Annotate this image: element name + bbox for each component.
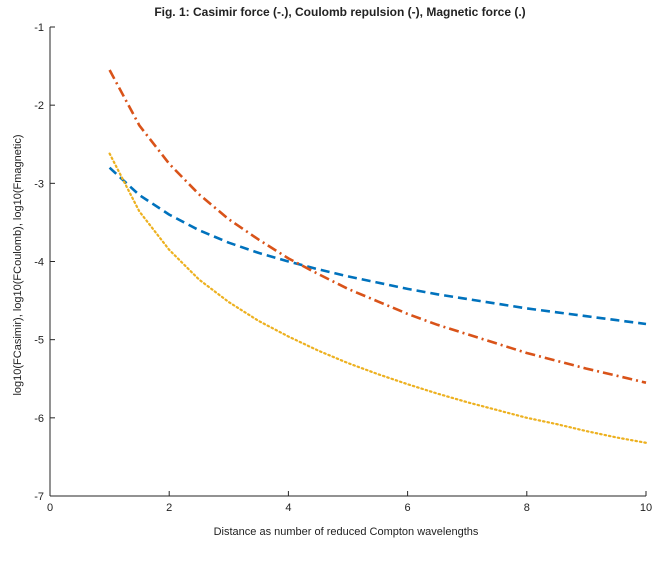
series-layer bbox=[108, 69, 648, 444]
x-tick-label: 2 bbox=[166, 502, 172, 514]
axes-layer: 0 2 4 6 8 10 -7 -6 -5 -4 -3 -2 -1 bbox=[34, 22, 652, 514]
chart-title: Fig. 1: Casimir force (-.), Coulomb repu… bbox=[154, 5, 525, 19]
y-tick-label: -2 bbox=[34, 100, 44, 112]
y-tick-label: -6 bbox=[34, 413, 44, 425]
y-tick-label: -7 bbox=[34, 491, 44, 503]
plot-background bbox=[50, 27, 646, 496]
y-tick-label: -3 bbox=[34, 178, 44, 190]
y-axis-label: log10(FCasimir), log10(FCoulomb), log10(… bbox=[12, 134, 24, 395]
x-tick-label: 0 bbox=[47, 502, 53, 514]
x-tick-label: 6 bbox=[405, 502, 411, 514]
x-tick-label: 4 bbox=[285, 502, 291, 514]
y-tick-label: -1 bbox=[34, 22, 44, 34]
series-line-2 bbox=[108, 69, 647, 384]
series-line-1 bbox=[108, 166, 647, 326]
y-tick-label: -5 bbox=[34, 335, 44, 347]
series-line-3 bbox=[108, 152, 648, 444]
x-tick-label: 10 bbox=[640, 502, 652, 514]
plot-area bbox=[50, 27, 646, 496]
y-tick-label: -4 bbox=[34, 257, 44, 269]
x-tick-label: 8 bbox=[524, 502, 530, 514]
x-axis-label: Distance as number of reduced Compton wa… bbox=[214, 526, 479, 538]
